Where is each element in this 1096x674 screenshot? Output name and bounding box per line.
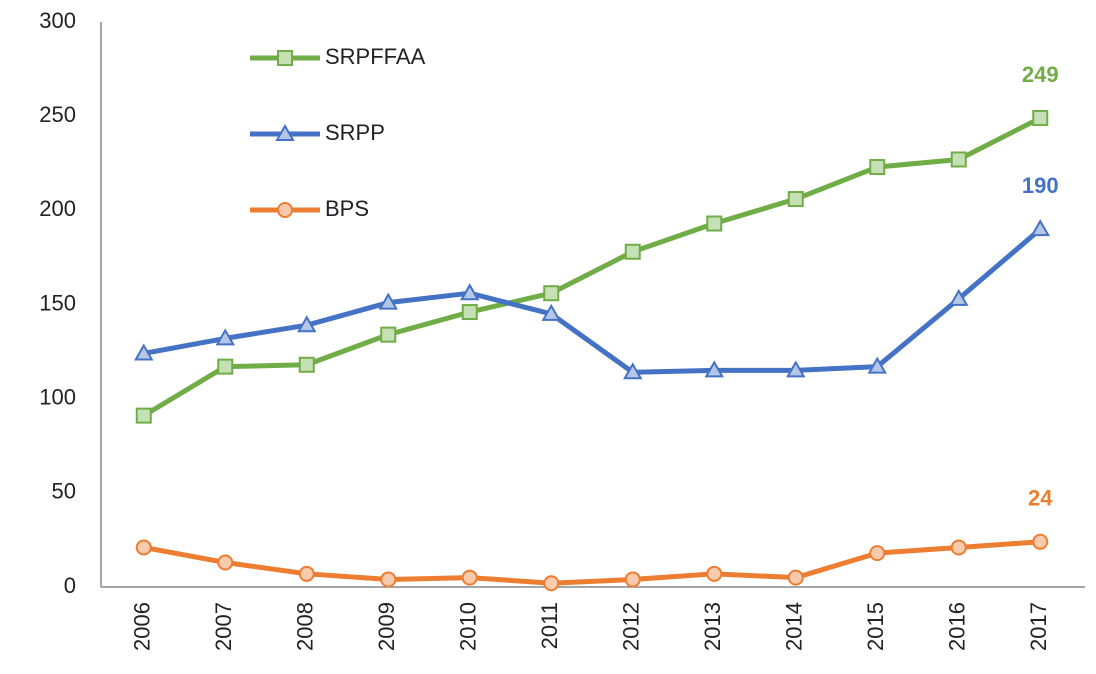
data-point (460, 283, 480, 301)
data-point (543, 285, 560, 302)
data-point (1032, 533, 1049, 550)
data-point (869, 159, 886, 176)
y-tick-label: 100 (39, 384, 76, 409)
data-point (949, 288, 969, 306)
data-point (135, 539, 152, 556)
data-point (134, 343, 154, 361)
x-tick-label: 2015 (863, 602, 888, 651)
data-point (217, 358, 234, 375)
x-tick-label: 2017 (1026, 602, 1051, 651)
legend-label: SRPFFAA (325, 44, 426, 69)
data-point (135, 407, 152, 424)
y-tick-label: 150 (39, 290, 76, 315)
x-tick-label: 2016 (945, 602, 970, 651)
data-point (461, 304, 478, 321)
data-point (623, 362, 643, 380)
data-point (950, 151, 967, 168)
x-tick-label: 2009 (374, 602, 399, 651)
y-tick-label: 50 (52, 479, 76, 504)
legend-label: BPS (325, 196, 369, 221)
x-tick-label: 2014 (782, 602, 807, 651)
data-point (380, 326, 397, 343)
data-point (297, 315, 317, 333)
x-tick-label: 2008 (293, 602, 318, 651)
legend-marker (277, 202, 293, 218)
data-point (787, 569, 804, 586)
data-point (298, 356, 315, 373)
data-label: 190 (1022, 173, 1059, 198)
y-tick-label: 300 (39, 8, 76, 33)
data-point (378, 292, 398, 310)
data-point (217, 554, 234, 571)
x-tick-label: 2006 (130, 602, 155, 651)
data-point (624, 571, 641, 588)
data-point (787, 191, 804, 208)
data-point (298, 565, 315, 582)
data-point (867, 356, 887, 374)
data-point (541, 303, 561, 321)
data-point (461, 569, 478, 586)
data-point (706, 565, 723, 582)
data-point (786, 360, 806, 378)
data-point (869, 545, 886, 562)
data-point (624, 243, 641, 260)
data-point (1030, 219, 1050, 237)
series-line (143, 539, 1041, 586)
data-point (706, 215, 723, 232)
x-tick-label: 2010 (456, 602, 481, 651)
data-label: 24 (1028, 486, 1053, 511)
data-point (543, 575, 560, 592)
data-point (380, 571, 397, 588)
legend-marker (275, 123, 295, 141)
y-tick-label: 200 (39, 196, 76, 221)
x-tick-label: 2012 (619, 602, 644, 651)
legend-label: SRPP (325, 120, 385, 145)
data-point (950, 539, 967, 556)
data-label: 249 (1022, 62, 1059, 87)
x-tick-label: 2013 (700, 602, 725, 651)
data-point (215, 328, 235, 346)
legend-marker (277, 50, 293, 66)
x-tick-label: 2007 (211, 602, 236, 651)
data-point (704, 360, 724, 378)
y-tick-label: 250 (39, 102, 76, 127)
series-line (142, 115, 1042, 418)
series-line (143, 227, 1042, 375)
x-tick-label: 2011 (537, 602, 562, 649)
data-point (1032, 110, 1049, 127)
y-tick-label: 0 (64, 573, 76, 598)
